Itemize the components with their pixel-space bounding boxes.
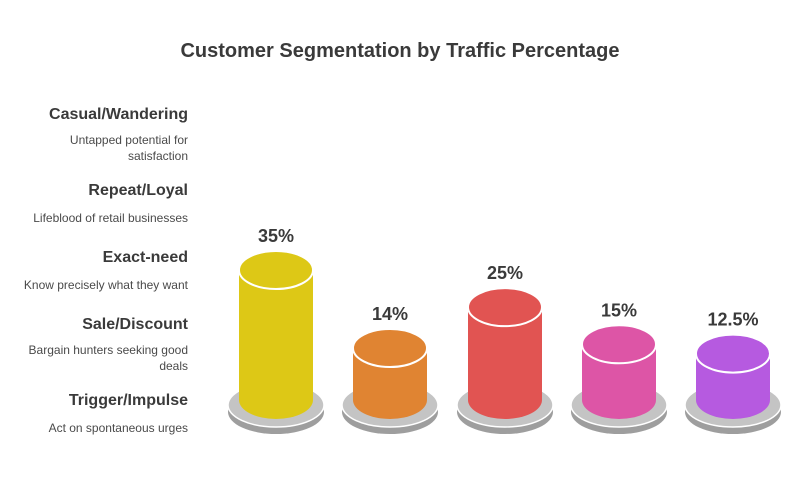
- value-label-trigger-impulse: 12.5%: [707, 310, 758, 330]
- legend-description-trigger-impulse: Act on spontaneous urges: [48, 421, 188, 435]
- legend-label-repeat-loyal: Repeat/Loyal: [88, 182, 188, 199]
- legend-description-casual-wandering: Untapped potential for satisfaction: [69, 133, 188, 163]
- legend-label-exact-need: Exact-need: [102, 249, 188, 266]
- bar-cap-trigger-impulse: [695, 333, 771, 374]
- value-label-repeat-loyal: 14%: [372, 304, 408, 324]
- legend-label-casual-wandering: Casual/Wandering: [49, 106, 188, 123]
- legend-label-trigger-impulse: Trigger/Impulse: [68, 392, 188, 409]
- value-label-casual-wandering: 35%: [258, 226, 294, 246]
- legend-description-exact-need: Know precisely what they want: [23, 278, 188, 292]
- bar-body-sale-discount: [582, 344, 656, 419]
- legend-description-sale-discount: Bargain hunters seeking good deals: [28, 343, 188, 373]
- bar-cap-casual-wandering: [238, 250, 314, 290]
- bar-cap-exact-need: [467, 287, 543, 328]
- chart-title: Customer Segmentation by Traffic Percent…: [180, 40, 620, 62]
- bar-cap-sale-discount: [581, 324, 657, 365]
- bar-body-casual-wandering: [239, 270, 313, 419]
- bar-cap-repeat-loyal: [352, 328, 428, 368]
- bar-body-exact-need: [468, 307, 542, 419]
- legend-label-sale-discount: Sale/Discount: [82, 316, 188, 333]
- value-label-sale-discount: 15%: [601, 300, 637, 320]
- value-label-exact-need: 25%: [487, 263, 523, 283]
- legend-description-repeat-loyal: Lifeblood of retail businesses: [33, 211, 188, 225]
- bar-body-repeat-loyal: [353, 348, 427, 419]
